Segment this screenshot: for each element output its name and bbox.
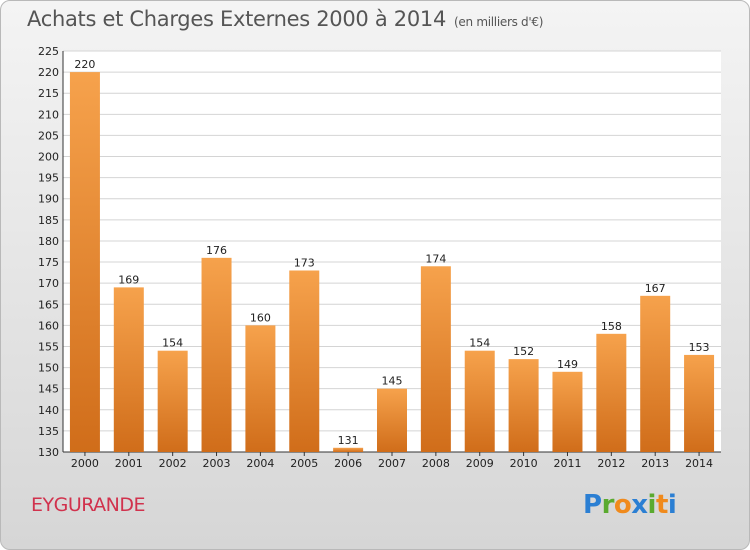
bar	[464, 350, 495, 452]
y-tick-label: 155	[38, 340, 59, 353]
data-label: 154	[162, 337, 183, 350]
y-tick-label: 145	[38, 383, 59, 396]
x-tick-label: 2001	[115, 457, 143, 470]
y-tick-label: 160	[38, 319, 59, 332]
data-label: 160	[250, 311, 271, 324]
data-label: 176	[206, 244, 227, 257]
y-tick-label: 180	[38, 235, 59, 248]
x-tick-label: 2008	[422, 457, 450, 470]
logo-letter: r	[601, 490, 615, 520]
logo-letter: t	[655, 490, 668, 520]
x-tick-label: 2012	[597, 457, 625, 470]
x-tick-label: 2013	[641, 457, 669, 470]
bar	[333, 447, 364, 452]
bar	[640, 295, 671, 452]
data-label: 167	[645, 282, 666, 295]
data-label: 131	[338, 434, 359, 447]
y-tick-label: 165	[38, 298, 59, 311]
y-tick-label: 135	[38, 425, 59, 438]
x-tick-label: 2003	[203, 457, 231, 470]
data-label: 149	[557, 358, 578, 371]
bar	[596, 333, 627, 452]
x-tick-label: 2010	[510, 457, 538, 470]
bar	[157, 350, 188, 452]
y-tick-label: 170	[38, 277, 59, 290]
data-label: 174	[425, 252, 446, 265]
chart-title: Achats et Charges Externes 2000 à 2014 (e…	[27, 7, 543, 31]
logo-letter: i	[647, 490, 657, 520]
y-tick-label: 175	[38, 256, 59, 269]
proxiti-logo: Proxiti	[583, 490, 677, 520]
bar	[245, 325, 276, 452]
chart-subtitle: (en milliers d'€)	[454, 15, 544, 29]
x-tick-label: 2004	[246, 457, 274, 470]
bar	[201, 257, 232, 452]
bar	[69, 72, 100, 453]
data-label: 173	[294, 256, 315, 269]
bar	[420, 266, 451, 452]
x-tick-label: 2014	[685, 457, 713, 470]
logo-letter: i	[667, 490, 677, 520]
y-tick-label: 205	[38, 129, 59, 142]
y-tick-label: 200	[38, 151, 59, 164]
data-label: 154	[469, 337, 490, 350]
x-tick-label: 2011	[553, 457, 581, 470]
x-tick-label: 2007	[378, 457, 406, 470]
data-label: 145	[382, 375, 403, 388]
y-tick-label: 225	[38, 45, 59, 58]
logo-letter: x	[631, 490, 648, 520]
logo-letter: P	[583, 490, 602, 520]
y-tick-label: 220	[38, 66, 59, 79]
y-tick-label: 185	[38, 214, 59, 227]
x-tick-label: 2000	[71, 457, 99, 470]
data-label: 153	[689, 341, 710, 354]
x-tick-label: 2009	[466, 457, 494, 470]
y-tick-label: 195	[38, 172, 59, 185]
y-tick-label: 215	[38, 87, 59, 100]
y-tick-label: 150	[38, 362, 59, 375]
bar	[113, 287, 144, 452]
x-tick-label: 2005	[290, 457, 318, 470]
bar	[684, 354, 715, 452]
y-tick-label: 140	[38, 404, 59, 417]
bar	[377, 388, 407, 452]
data-label: 152	[513, 345, 534, 358]
commune-name: EYGURANDE	[31, 494, 146, 516]
bar	[289, 270, 320, 452]
y-tick-label: 210	[38, 108, 59, 121]
y-tick-label: 130	[38, 446, 59, 459]
data-label: 158	[601, 320, 622, 333]
y-tick-label: 190	[38, 193, 59, 206]
chart-title-text: Achats et Charges Externes 2000 à 2014	[27, 7, 447, 31]
x-tick-label: 2002	[159, 457, 187, 470]
data-label: 220	[74, 58, 95, 71]
logo-letter: o	[613, 490, 632, 520]
bar	[552, 371, 583, 452]
x-tick-label: 2006	[334, 457, 362, 470]
bar	[508, 359, 539, 452]
data-label: 169	[118, 273, 139, 286]
